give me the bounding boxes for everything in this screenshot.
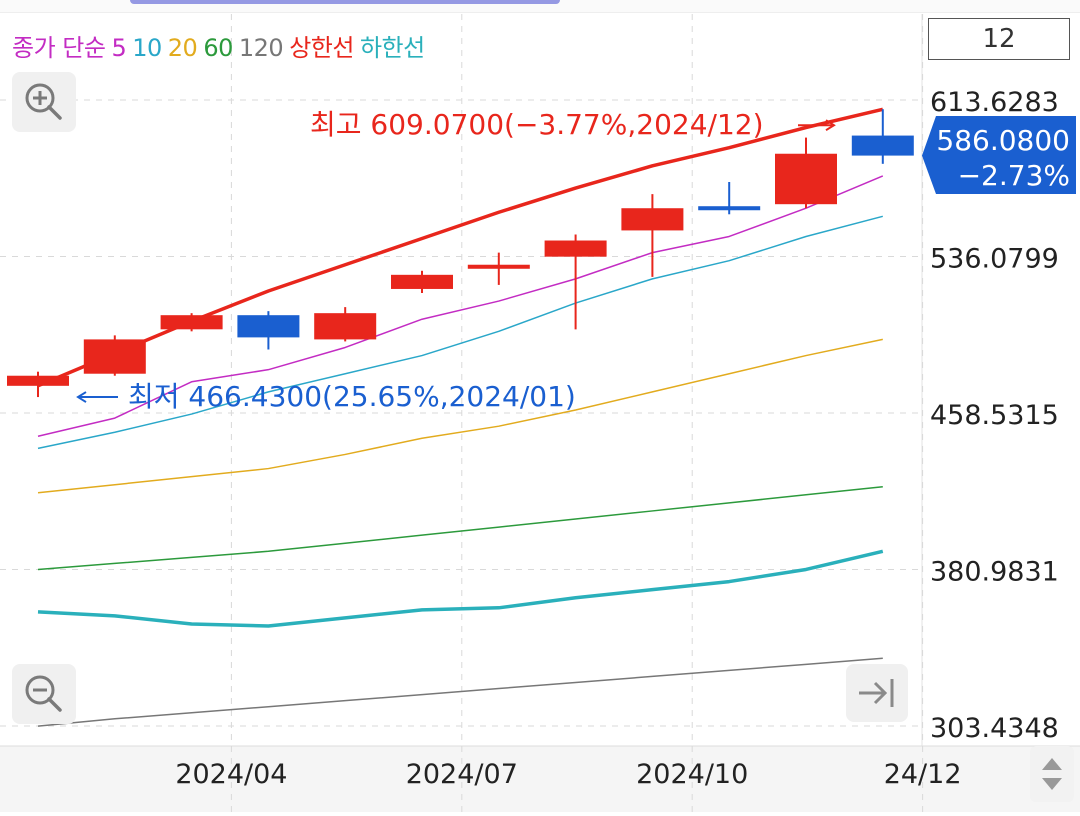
top-tab-indicator [130, 0, 560, 4]
arrow-to-end-icon [859, 679, 894, 707]
x-tick-label: 24/12 [884, 759, 962, 790]
legend-item: 10 [132, 34, 162, 62]
x-tick-label: 2024/07 [406, 759, 518, 790]
annotation-layer: 최고 609.0700(−3.77%,2024/12) 최저 466.4300(2… [76, 108, 1076, 413]
series-line-하한선 [37, 549, 884, 628]
grid-layer [0, 14, 1080, 812]
candle-body [544, 240, 607, 257]
zoom-out-icon [25, 675, 62, 712]
candle [467, 252, 530, 285]
y-tick-label: 303.4348 [930, 713, 1059, 744]
series-layer [37, 107, 884, 727]
candle [7, 371, 69, 398]
legend-item: 하한선 [359, 34, 425, 62]
legend-item: 20 [167, 34, 198, 62]
series-line-60 [37, 485, 883, 571]
scroll-to-end-button[interactable] [846, 664, 908, 722]
legend-item: 5 [111, 34, 127, 62]
y-tick-label: 613.6283 [930, 87, 1059, 118]
candle [237, 311, 300, 350]
candle-body [621, 208, 684, 231]
current-change-label: −2.73% [958, 159, 1070, 192]
candle-body [391, 274, 453, 289]
candle [391, 270, 453, 293]
series-line-20 [37, 338, 883, 494]
zoom-out-button[interactable] [12, 664, 76, 724]
legend-item: 120 [238, 34, 284, 62]
legend-item: 60 [203, 34, 233, 62]
zoom-in-icon [25, 83, 62, 120]
legend-item: 종가 단순 [12, 34, 106, 62]
series-line-120 [37, 657, 883, 727]
candle-body [698, 206, 761, 211]
candle [160, 313, 223, 332]
y-tick-label: 536.0799 [930, 244, 1059, 275]
candle-body [851, 135, 914, 156]
zoom-in-button[interactable] [12, 72, 76, 132]
y-tick-label: 380.9831 [930, 557, 1059, 588]
candle-body [83, 339, 146, 374]
candle-body [775, 153, 837, 205]
candle-body [237, 315, 300, 338]
legend: 종가 단순 5 10 20 60 120 상한선 하한선 [12, 28, 431, 63]
axis-layer: 613.6283 536.0799 458.5315 380.9831 303.4348… [175, 87, 1059, 790]
candle [698, 181, 761, 215]
candle-layer [7, 109, 914, 398]
candle [851, 109, 914, 164]
candle-body [467, 264, 530, 269]
series-line-상한선 [37, 107, 884, 388]
high-annotation-arrowhead [825, 119, 836, 132]
x-tick-label: 2024/04 [175, 759, 287, 790]
caret-down-icon [1042, 778, 1062, 790]
candle [314, 307, 377, 342]
low-annotation-label: 최저 466.4300(25.65%,2024/01) [128, 380, 576, 413]
candle [775, 137, 837, 209]
x-tick-label: 2024/10 [636, 759, 748, 790]
candle [83, 335, 146, 376]
vertical-scale-handle[interactable] [1030, 746, 1074, 802]
candle [544, 234, 607, 330]
candle [621, 194, 684, 277]
candle-body [314, 313, 377, 340]
current-price-tag [922, 116, 1076, 194]
y-tick-label: 458.5315 [930, 400, 1059, 431]
time-axis-background [0, 746, 1080, 812]
caret-up-icon [1042, 758, 1062, 770]
high-annotation-label: 최고 609.0700(−3.77%,2024/12) [310, 108, 764, 141]
candle-body [160, 315, 223, 330]
candle-body [7, 375, 69, 386]
current-price-label: 586.0800 [936, 124, 1070, 157]
legend-item: 상한선 [289, 34, 354, 62]
series-line-5 [37, 175, 884, 438]
period-input[interactable]: 12 [928, 18, 1070, 60]
low-annotation-arrowhead [76, 391, 87, 403]
series-line-10 [37, 215, 883, 450]
